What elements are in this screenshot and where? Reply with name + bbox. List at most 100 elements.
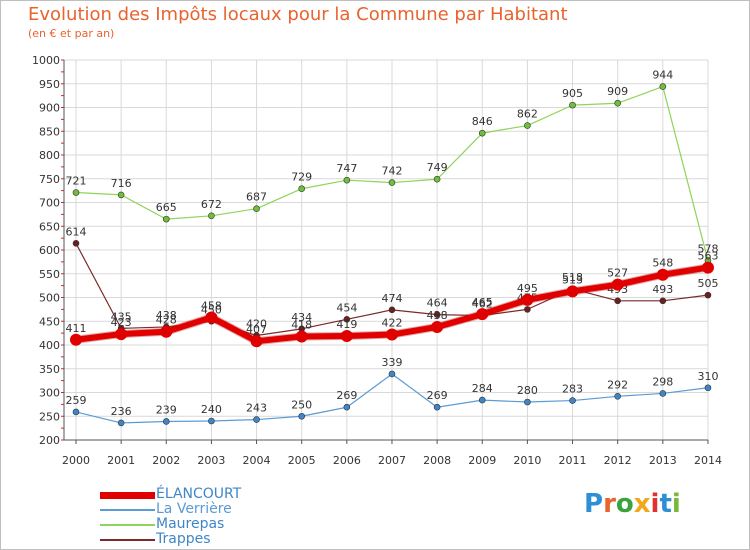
data-point-la-verriere xyxy=(298,412,306,420)
data-label-trappes: 434 xyxy=(291,311,312,324)
data-point-la-verriere xyxy=(478,396,486,404)
data-label-trappes: 420 xyxy=(246,318,267,331)
data-point-la-verriere xyxy=(659,390,667,397)
data-label-la-verriere: 310 xyxy=(697,370,718,383)
data-point-maurepas xyxy=(569,101,576,109)
data-label-maurepas: 749 xyxy=(427,161,448,174)
y-tick-label: 600 xyxy=(39,244,60,257)
data-label-la-verriere: 269 xyxy=(336,389,357,402)
data-label-elancourt: 422 xyxy=(381,317,402,330)
logo-letter: x xyxy=(633,489,651,519)
x-tick-label: 2012 xyxy=(604,454,632,467)
legend-swatch xyxy=(100,524,155,526)
data-label-elancourt: 548 xyxy=(652,257,673,270)
data-point-la-verriere xyxy=(117,419,125,427)
data-label-trappes: 464 xyxy=(427,297,448,310)
y-tick-label: 250 xyxy=(39,410,60,423)
x-tick-label: 2002 xyxy=(152,454,180,467)
y-tick-label: 200 xyxy=(39,434,60,447)
data-label-elancourt: 495 xyxy=(517,282,538,295)
data-label-maurepas: 578 xyxy=(697,242,718,255)
x-tick-label: 2013 xyxy=(649,454,677,467)
data-point-elancourt xyxy=(566,285,579,298)
y-tick-label: 900 xyxy=(39,102,60,115)
data-point-maurepas xyxy=(253,205,260,212)
data-point-elancourt xyxy=(701,261,714,274)
data-point-elancourt xyxy=(521,293,534,306)
data-label-maurepas: 905 xyxy=(562,87,583,100)
data-point-maurepas xyxy=(433,175,441,183)
data-point-la-verriere xyxy=(569,397,576,404)
data-point-elancourt xyxy=(476,308,489,321)
data-point-elancourt xyxy=(656,268,669,281)
data-label-trappes: 462 xyxy=(472,298,493,311)
data-label-elancourt: 527 xyxy=(607,267,628,280)
data-label-trappes: 518 xyxy=(562,271,583,284)
data-point-trappes xyxy=(388,306,396,314)
logo-letter: P xyxy=(584,489,604,519)
x-tick-label: 2007 xyxy=(378,454,406,467)
data-point-maurepas xyxy=(72,189,80,196)
data-point-la-verriere xyxy=(72,408,80,416)
data-label-la-verriere: 283 xyxy=(562,383,583,396)
data-label-maurepas: 665 xyxy=(156,201,177,214)
data-point-trappes xyxy=(524,306,531,313)
data-label-elancourt: 458 xyxy=(201,299,222,312)
x-tick-label: 2000 xyxy=(62,454,90,467)
y-tick-label: 550 xyxy=(39,268,60,281)
data-point-elancourt xyxy=(205,311,218,324)
data-label-maurepas: 687 xyxy=(246,191,267,204)
data-point-elancourt xyxy=(385,328,398,341)
x-tick-label: 2014 xyxy=(694,454,722,467)
chart-subtitle: (en € et par an) xyxy=(28,27,115,40)
data-point-trappes xyxy=(72,240,80,247)
data-point-elancourt xyxy=(431,320,444,333)
data-label-trappes: 438 xyxy=(156,309,177,322)
data-label-elancourt: 419 xyxy=(336,318,357,331)
data-point-maurepas xyxy=(117,191,125,199)
data-point-maurepas xyxy=(659,83,667,90)
x-tick-label: 2008 xyxy=(423,454,451,467)
data-label-trappes: 505 xyxy=(697,277,718,290)
proxiti-logo: Proxiti xyxy=(584,489,681,519)
data-label-la-verriere: 280 xyxy=(517,384,538,397)
data-label-la-verriere: 259 xyxy=(66,394,87,407)
data-label-maurepas: 729 xyxy=(291,171,312,184)
data-label-maurepas: 716 xyxy=(111,177,132,190)
legend-swatch xyxy=(100,539,155,541)
data-label-la-verriere: 339 xyxy=(381,356,402,369)
data-point-trappes xyxy=(659,297,667,305)
data-point-elancourt xyxy=(160,325,173,338)
y-tick-label: 400 xyxy=(39,339,60,352)
data-point-maurepas xyxy=(478,129,486,137)
data-point-la-verriere xyxy=(162,418,170,425)
y-tick-label: 1000 xyxy=(32,54,60,67)
x-tick-label: 2010 xyxy=(513,454,541,467)
y-tick-label: 450 xyxy=(39,315,60,328)
data-label-trappes: 614 xyxy=(66,225,87,238)
logo-letter: i xyxy=(650,489,660,519)
data-label-trappes: 474 xyxy=(381,292,402,305)
data-label-la-verriere: 239 xyxy=(156,403,177,416)
data-label-la-verriere: 269 xyxy=(427,389,448,402)
logo-letter: t xyxy=(659,489,672,519)
data-point-trappes xyxy=(343,316,351,323)
data-label-elancourt: 407 xyxy=(246,323,267,336)
data-point-la-verriere xyxy=(208,417,215,425)
data-label-maurepas: 721 xyxy=(66,175,87,188)
y-tick-label: 650 xyxy=(39,220,60,233)
data-label-elancourt: 563 xyxy=(697,250,718,263)
x-tick-label: 2001 xyxy=(107,454,135,467)
data-point-la-verriere xyxy=(253,416,260,423)
logo-letter: i xyxy=(671,489,681,519)
x-tick-label: 2005 xyxy=(288,454,316,467)
y-tick-label: 350 xyxy=(39,363,60,376)
data-label-la-verriere: 243 xyxy=(246,402,267,415)
data-label-trappes: 450 xyxy=(201,303,222,316)
data-point-maurepas xyxy=(298,185,306,193)
y-tick-label: 750 xyxy=(39,173,60,186)
x-tick-label: 2003 xyxy=(197,454,225,467)
data-point-maurepas xyxy=(343,176,351,184)
y-tick-label: 300 xyxy=(39,387,60,400)
y-tick-label: 950 xyxy=(39,78,60,91)
